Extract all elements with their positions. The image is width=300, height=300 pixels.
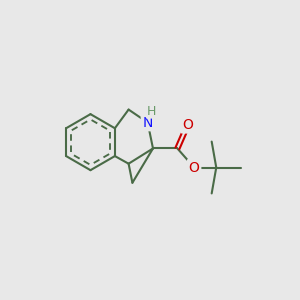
Text: O: O [182, 118, 193, 132]
Text: O: O [189, 160, 200, 175]
Text: N: N [142, 116, 153, 130]
Text: H: H [147, 105, 156, 118]
